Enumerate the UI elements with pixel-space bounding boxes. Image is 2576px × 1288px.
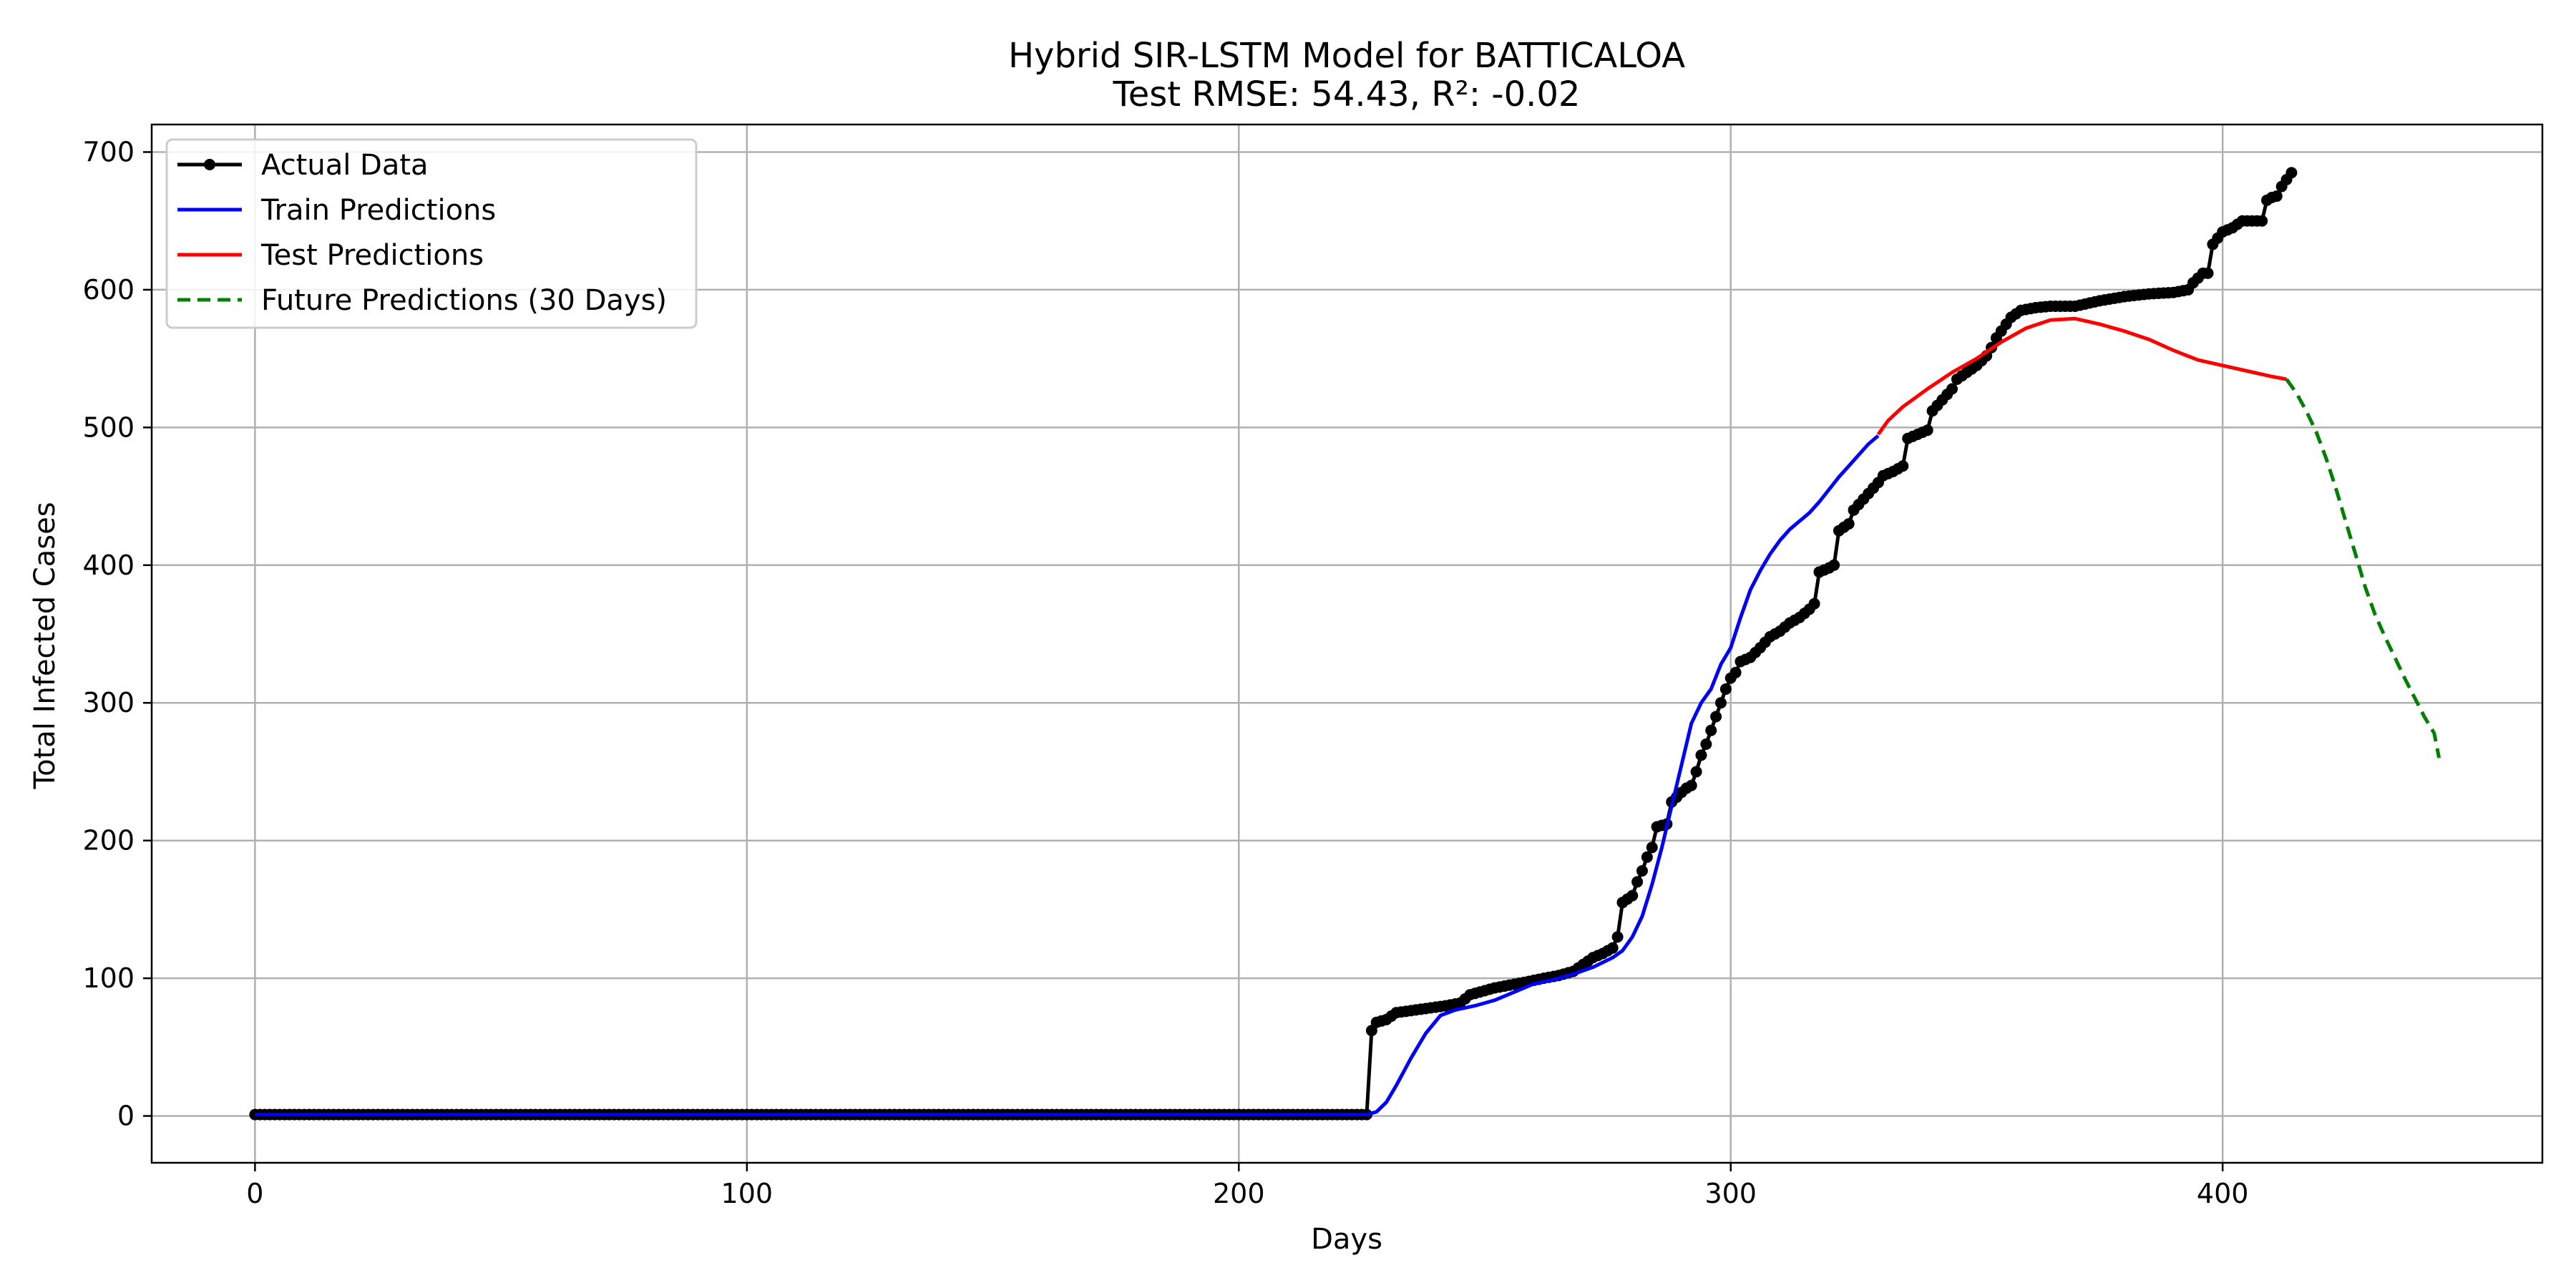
y-tick-label: 200 <box>82 825 135 857</box>
legend-label-test: Test Predictions <box>260 239 484 272</box>
data-series <box>249 167 2441 1121</box>
y-axis-label: Total Infected Cases <box>29 502 62 789</box>
x-axis-label: Days <box>1311 1223 1382 1256</box>
y-tick-label: 700 <box>82 136 135 167</box>
data-point <box>1808 597 1820 610</box>
y-tick-label: 0 <box>117 1101 135 1132</box>
grid-lines <box>152 125 2542 1163</box>
data-point <box>2285 167 2298 179</box>
data-point <box>1714 697 1727 709</box>
legend-marker-actual <box>204 159 215 170</box>
chart-title: Hybrid SIR-LSTM Model for BATTICALOA <box>1008 36 1685 76</box>
data-point <box>1641 851 1653 863</box>
data-point <box>1631 876 1644 888</box>
y-tick-label: 100 <box>82 962 135 994</box>
data-point <box>1611 931 1624 943</box>
legend-label-actual: Actual Data <box>261 149 429 182</box>
legend: Actual Data Train Predictions Test Predi… <box>165 138 698 329</box>
legend-box <box>165 138 698 329</box>
data-point <box>1705 724 1717 736</box>
data-point <box>1685 779 1697 791</box>
y-tick-label: 300 <box>82 687 135 718</box>
legend-item-test: Test Predictions <box>177 239 484 272</box>
data-point <box>1690 766 1702 778</box>
series-line-train <box>255 434 1880 1117</box>
data-point <box>1636 865 1648 877</box>
legend-item-train: Train Predictions <box>177 194 496 227</box>
legend-item-future: Future Predictions (30 Days) <box>177 284 667 317</box>
y-tick-label: 500 <box>82 411 135 443</box>
legend-item-actual: Actual Data <box>177 149 429 182</box>
data-point <box>1365 1025 1377 1037</box>
data-point <box>1897 460 1909 472</box>
chart-subtitle: Test RMSE: 54.43, R²: -0.02 <box>1113 74 1581 114</box>
data-point <box>1646 841 1658 854</box>
data-point <box>1606 942 1619 954</box>
series-line-test <box>1876 316 2287 436</box>
y-tick-label: 600 <box>82 274 135 306</box>
data-point <box>2202 267 2214 279</box>
legend-label-train: Train Predictions <box>260 194 496 227</box>
x-tick-label: 200 <box>1213 1178 1265 1209</box>
data-point <box>1695 749 1707 761</box>
series-line-future <box>2285 378 2441 758</box>
data-point <box>1946 383 1958 395</box>
data-point <box>1719 683 1732 696</box>
x-tick-label: 400 <box>2197 1178 2249 1209</box>
data-point <box>2256 215 2268 227</box>
x-tick-label: 300 <box>1704 1178 1757 1209</box>
data-point <box>1828 559 1840 571</box>
data-point <box>1700 738 1712 750</box>
x-tick-label: 0 <box>246 1178 263 1209</box>
x-tick-label: 100 <box>721 1178 774 1209</box>
data-point <box>1843 518 1855 530</box>
data-point <box>2270 190 2283 203</box>
data-point <box>1921 424 1933 436</box>
y-tick-label: 400 <box>82 550 135 581</box>
data-point <box>1710 711 1722 723</box>
plot-frame <box>150 123 2544 1164</box>
data-point <box>1729 666 1742 678</box>
axes: 0 100 200 300 400 0 100 200 300 400 500 600 700 <box>82 123 2544 1209</box>
data-point <box>1626 889 1639 902</box>
legend-label-future: Future Predictions (30 Days) <box>261 284 667 317</box>
